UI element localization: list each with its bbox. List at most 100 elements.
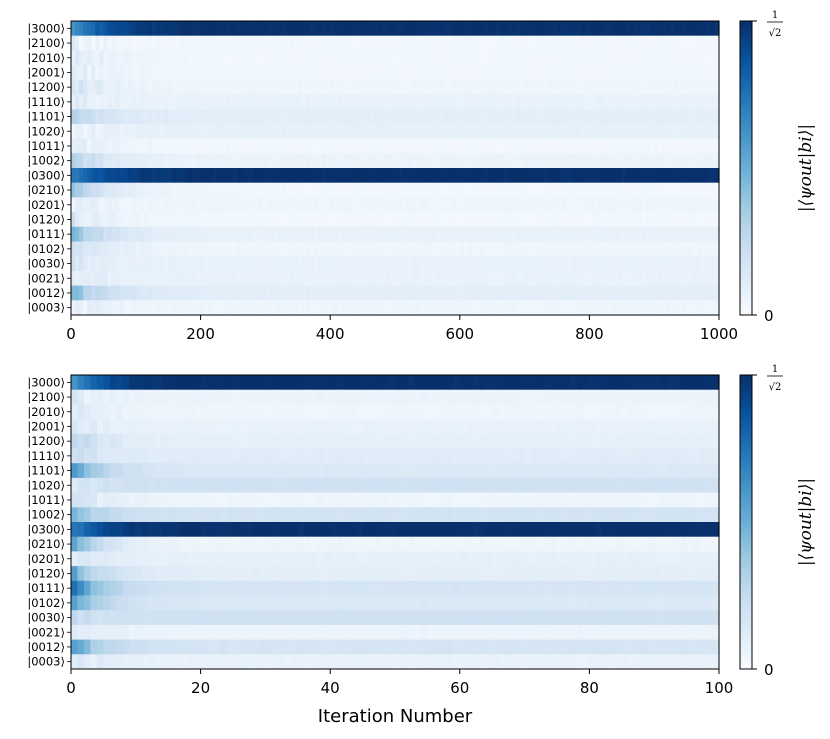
heatmap-cell bbox=[634, 610, 642, 626]
heatmap-cell bbox=[415, 138, 420, 154]
heatmap-cell bbox=[597, 226, 603, 242]
heatmap-cell bbox=[647, 448, 655, 464]
heatmap-cell bbox=[498, 507, 506, 523]
heatmap-cell bbox=[617, 50, 623, 66]
heatmap-cell bbox=[174, 580, 182, 596]
heatmap-cell bbox=[91, 138, 96, 154]
heatmap-cell bbox=[285, 94, 291, 110]
heatmap-cell bbox=[536, 79, 542, 95]
heatmap-cell bbox=[463, 153, 469, 169]
heatmap-cell bbox=[621, 21, 627, 36]
heatmap-cell bbox=[443, 212, 449, 228]
heatmap-cell bbox=[281, 65, 287, 81]
heatmap-cell bbox=[349, 595, 357, 611]
heatmap-cell bbox=[184, 226, 190, 242]
heatmap-cell bbox=[646, 109, 651, 125]
heatmap-cell bbox=[641, 507, 649, 523]
heatmap-cell bbox=[459, 197, 465, 213]
heatmap-cell bbox=[216, 182, 222, 198]
heatmap-cell bbox=[479, 375, 487, 390]
heatmap-cell bbox=[111, 182, 117, 198]
heatmap-cell bbox=[674, 212, 680, 228]
heatmap-cell bbox=[678, 212, 684, 228]
heatmap-cell bbox=[451, 123, 457, 139]
heatmap-cell bbox=[702, 123, 708, 139]
heatmap-cell bbox=[155, 507, 163, 523]
heatmap-cell bbox=[273, 226, 279, 242]
heatmap-cell bbox=[390, 182, 396, 198]
heatmap-cell bbox=[682, 285, 688, 301]
heatmap-cell bbox=[702, 50, 708, 66]
heatmap-cell bbox=[278, 492, 286, 508]
heatmap-cell bbox=[698, 182, 704, 198]
heatmap-cell bbox=[239, 566, 247, 582]
heatmap-cell bbox=[374, 226, 380, 242]
heatmap-cell bbox=[176, 197, 181, 213]
heatmap-cell bbox=[390, 35, 396, 51]
heatmap-cell bbox=[518, 551, 526, 567]
heatmap-cell bbox=[485, 580, 493, 596]
heatmap-cell bbox=[382, 463, 390, 479]
heatmap-cell bbox=[233, 580, 241, 596]
heatmap-cell bbox=[322, 79, 327, 95]
heatmap-cell bbox=[346, 79, 352, 95]
heatmap-cell bbox=[336, 477, 344, 493]
heatmap-cell bbox=[139, 138, 145, 154]
heatmap-cell bbox=[621, 566, 629, 582]
heatmap-cell bbox=[699, 389, 707, 405]
heatmap-cell bbox=[561, 168, 566, 183]
heatmap-cell bbox=[83, 241, 88, 257]
heatmap-cell bbox=[633, 300, 639, 316]
heatmap-cell bbox=[654, 300, 659, 316]
heatmap-cell bbox=[498, 522, 506, 537]
heatmap-cell bbox=[455, 241, 461, 257]
heatmap-cell bbox=[577, 241, 582, 257]
heatmap-cell bbox=[196, 226, 202, 242]
heatmap-cell bbox=[343, 419, 351, 435]
heatmap-cell bbox=[625, 285, 631, 301]
heatmap-cell bbox=[492, 241, 497, 257]
heatmap-cell bbox=[358, 285, 364, 301]
heatmap-cell bbox=[480, 138, 485, 154]
heatmap-cell bbox=[548, 21, 554, 36]
heatmap-cell bbox=[511, 463, 519, 479]
heatmap-cell bbox=[524, 375, 532, 390]
heatmap-cell bbox=[544, 375, 552, 390]
heatmap-cell bbox=[289, 168, 295, 183]
heatmap-cell bbox=[334, 50, 339, 66]
heatmap-cell bbox=[518, 595, 526, 611]
heatmap-cell bbox=[318, 182, 323, 198]
heatmap-cell bbox=[608, 536, 616, 552]
heatmap-cell bbox=[581, 138, 586, 154]
heatmap-cell bbox=[382, 35, 388, 51]
heatmap-cell bbox=[297, 375, 305, 390]
heatmap-cell bbox=[220, 389, 228, 405]
heatmap-cell bbox=[694, 21, 700, 36]
heatmap-cell bbox=[111, 212, 117, 228]
heatmap-cell bbox=[435, 123, 441, 139]
heatmap-cell bbox=[338, 168, 343, 183]
heatmap-cell bbox=[245, 212, 250, 228]
heatmap-cell bbox=[245, 522, 254, 537]
heatmap-cell bbox=[278, 477, 286, 493]
heatmap-cell bbox=[472, 522, 480, 537]
heatmap-cell bbox=[103, 610, 111, 626]
heatmap-cell bbox=[706, 492, 714, 508]
heatmap-cell bbox=[228, 226, 234, 242]
heatmap-cell bbox=[180, 212, 185, 228]
heatmap-cell bbox=[228, 300, 234, 316]
heatmap-cell bbox=[401, 463, 409, 479]
heatmap-cell bbox=[362, 404, 370, 420]
heatmap-cell bbox=[484, 197, 489, 213]
heatmap-cell bbox=[411, 65, 416, 81]
heatmap-cell bbox=[129, 477, 137, 493]
heatmap-cell bbox=[557, 21, 562, 36]
heatmap-cell bbox=[544, 300, 550, 316]
heatmap-cell bbox=[660, 419, 668, 435]
heatmap-cell bbox=[476, 212, 481, 228]
heatmap-cell bbox=[358, 182, 364, 198]
heatmap-cell bbox=[589, 448, 597, 464]
heatmap-cell bbox=[420, 610, 428, 626]
y-tick-label: |0012⟩ bbox=[27, 286, 65, 300]
heatmap-cell bbox=[544, 153, 550, 169]
